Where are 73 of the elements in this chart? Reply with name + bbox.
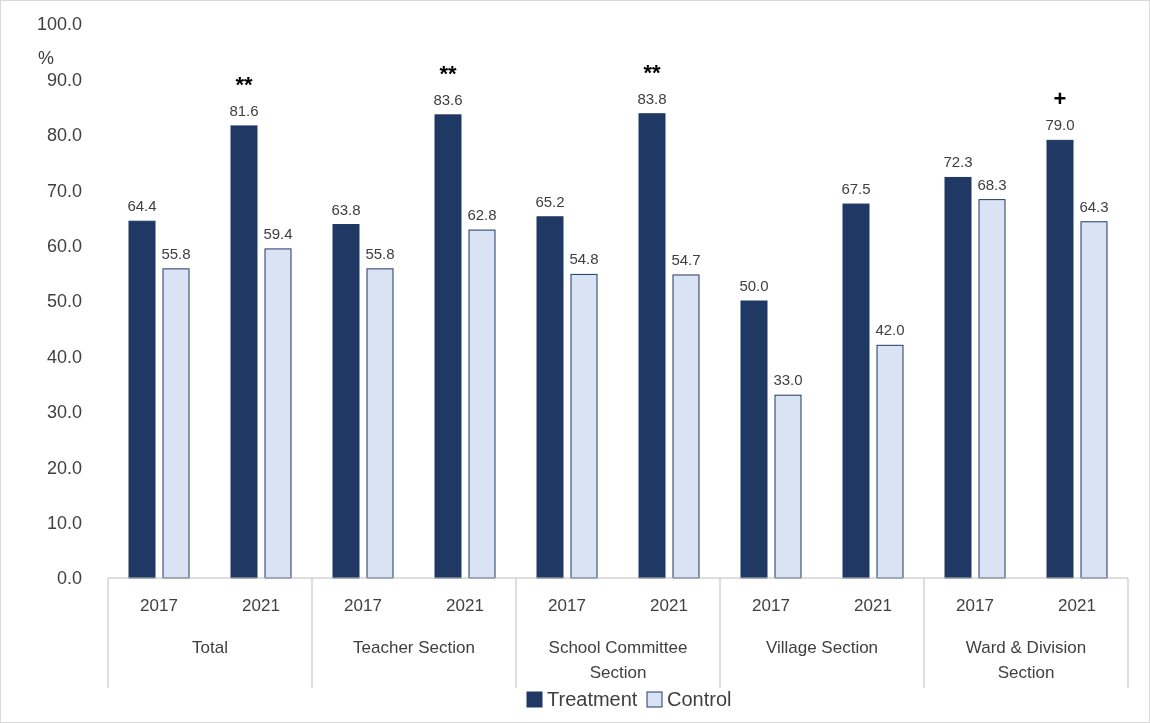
- bar: [978, 199, 1006, 579]
- y-tick-label: 50.0: [46, 291, 82, 312]
- data-label: 68.3: [977, 175, 1007, 193]
- y-tick-label: 80.0: [46, 125, 82, 146]
- bar: [1046, 139, 1074, 579]
- x-tick-label: 2021: [1058, 596, 1096, 615]
- bar: [366, 268, 394, 579]
- x-tick-label: 2021: [854, 596, 892, 615]
- x-tick-label: 2021: [650, 596, 688, 615]
- bar: [434, 114, 462, 579]
- y-tick-label: 70.0: [46, 180, 82, 201]
- annotation: +: [1053, 86, 1067, 112]
- data-label: 33.0: [773, 371, 803, 389]
- data-label: 65.2: [535, 192, 565, 210]
- data-label: 83.8: [637, 89, 667, 107]
- y-tick-label: 20.0: [46, 457, 82, 478]
- data-label: 63.8: [331, 200, 361, 218]
- x-tick-label: 2017: [956, 596, 994, 615]
- x-tick-label: 2021: [446, 596, 484, 615]
- bar: [162, 268, 190, 579]
- y-tick-label: 90.0: [46, 69, 82, 90]
- data-label: 59.4: [263, 224, 293, 242]
- data-label: 42.0: [875, 321, 905, 339]
- text: School Committee Section: [548, 638, 688, 682]
- annotation: **: [643, 59, 661, 85]
- bar: [876, 344, 904, 579]
- bar: [672, 274, 700, 579]
- text: Ward & Division Section: [965, 638, 1087, 682]
- y-tick-label: 100.0: [36, 14, 82, 35]
- y-tick-label: 10.0: [46, 512, 82, 533]
- x-tick-label: 2017: [140, 596, 178, 615]
- data-label: 64.4: [127, 197, 157, 215]
- bar: [638, 113, 666, 579]
- bar: [1080, 221, 1108, 579]
- annotation: **: [439, 60, 457, 86]
- data-label: 54.8: [569, 250, 599, 268]
- text: Total: [192, 638, 228, 657]
- x-tick-label: 2017: [344, 596, 382, 615]
- annotation: **: [235, 71, 253, 97]
- bar: [128, 220, 156, 579]
- text: Village Section: [765, 638, 879, 657]
- data-label: 62.8: [467, 206, 497, 224]
- y-axis-title: %: [38, 48, 55, 68]
- text: Teacher Section: [353, 638, 475, 657]
- legend-label: Control: [667, 688, 732, 710]
- x-tick-label: 2017: [548, 596, 586, 615]
- bar: [536, 216, 564, 579]
- data-label: 55.8: [365, 244, 395, 262]
- data-label: 83.6: [433, 90, 463, 108]
- bar: [570, 273, 598, 579]
- bar: [468, 229, 496, 579]
- bar: [332, 224, 360, 579]
- data-label: 50.0: [739, 277, 769, 294]
- data-label: 81.6: [229, 101, 259, 119]
- data-label: 64.3: [1079, 197, 1109, 215]
- x-tick-label: 2017: [752, 596, 790, 615]
- bar: [230, 125, 258, 579]
- data-label: 55.8: [161, 244, 191, 262]
- bar: [774, 394, 802, 579]
- data-label: 54.7: [671, 250, 701, 268]
- y-tick-label: 0.0: [56, 568, 82, 589]
- y-tick-label: 40.0: [46, 346, 82, 367]
- data-label: 67.5: [841, 180, 871, 198]
- bar: [944, 176, 972, 579]
- legend-label: Treatment: [547, 688, 638, 710]
- bar: [740, 300, 768, 579]
- bar: [842, 203, 870, 579]
- y-tick-label: 60.0: [46, 235, 82, 256]
- y-tick-label: 30.0: [46, 402, 82, 423]
- x-tick-label: 2021: [242, 596, 280, 615]
- data-label: 79.0: [1045, 116, 1075, 134]
- bar: [264, 248, 292, 579]
- data-label: 72.3: [943, 153, 973, 171]
